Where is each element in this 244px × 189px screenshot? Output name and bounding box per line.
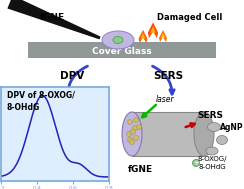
- Bar: [132, 112, 204, 156]
- Ellipse shape: [102, 31, 134, 49]
- Ellipse shape: [193, 160, 200, 167]
- Text: fGNE: fGNE: [40, 13, 65, 22]
- Ellipse shape: [132, 125, 138, 130]
- Ellipse shape: [133, 118, 139, 122]
- Text: 8-OXOG/
8-OHdG: 8-OXOG/ 8-OHdG: [197, 156, 227, 170]
- Ellipse shape: [207, 122, 221, 132]
- Ellipse shape: [216, 136, 227, 145]
- Ellipse shape: [131, 129, 135, 135]
- Ellipse shape: [128, 119, 132, 125]
- Ellipse shape: [136, 125, 142, 129]
- Polygon shape: [150, 26, 156, 33]
- Polygon shape: [148, 22, 158, 38]
- Ellipse shape: [122, 112, 142, 156]
- Text: DPV of 8-OXOG/
8-OHdG: DPV of 8-OXOG/ 8-OHdG: [7, 91, 74, 112]
- Polygon shape: [139, 30, 147, 43]
- Polygon shape: [161, 33, 165, 38]
- Ellipse shape: [206, 147, 218, 155]
- Text: SERS: SERS: [197, 112, 223, 121]
- Ellipse shape: [113, 36, 123, 43]
- Text: fGNE: fGNE: [127, 166, 152, 174]
- Ellipse shape: [133, 136, 139, 140]
- Text: DPV: DPV: [60, 71, 84, 81]
- Text: +: +: [193, 160, 199, 166]
- Polygon shape: [159, 30, 167, 42]
- Polygon shape: [141, 33, 145, 39]
- Text: AgNP: AgNP: [220, 123, 244, 132]
- Bar: [28, 42, 216, 58]
- Text: laser: laser: [156, 95, 174, 105]
- Polygon shape: [7, 0, 101, 39]
- Ellipse shape: [126, 132, 132, 136]
- Ellipse shape: [194, 112, 214, 156]
- Ellipse shape: [130, 139, 134, 145]
- Text: Cover Glass: Cover Glass: [92, 46, 152, 56]
- Text: SERS: SERS: [153, 71, 183, 81]
- Ellipse shape: [128, 138, 132, 143]
- Text: Damaged Cell: Damaged Cell: [157, 12, 223, 22]
